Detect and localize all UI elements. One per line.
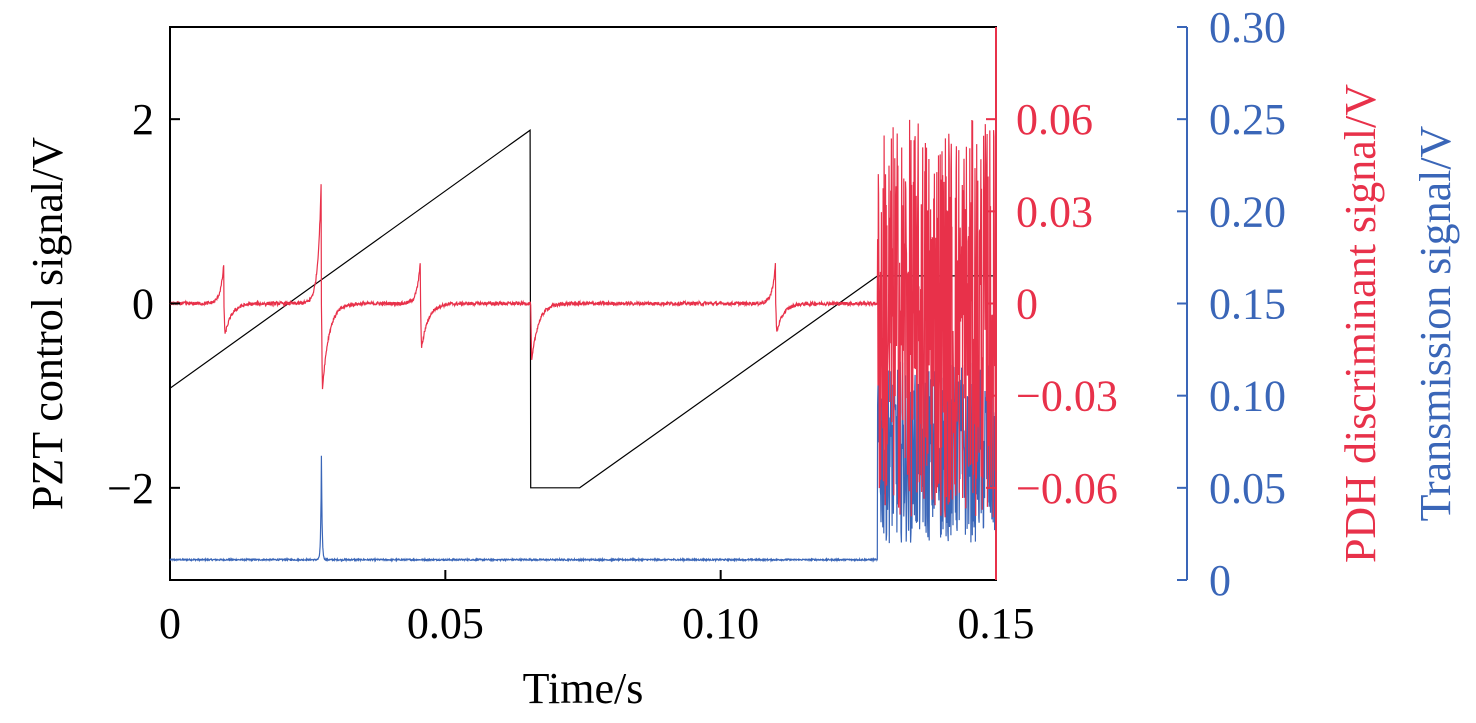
y-left-tick-label: 2 — [132, 95, 154, 144]
y-left-tick-label: 0 — [132, 280, 154, 329]
series-pzt-line — [169, 129, 996, 489]
y-pdh-tick-label: −0.06 — [1016, 464, 1118, 513]
x-tick-label: 0 — [159, 599, 181, 648]
series-transmission-line — [169, 358, 997, 563]
y-pdh-tick-label: 0.03 — [1016, 187, 1093, 236]
y-transmission-tick-label: 0.15 — [1209, 280, 1286, 329]
y-axis-label-transmission: Transmission signal/V — [1411, 125, 1460, 521]
y-transmission-tick-label: 0.10 — [1209, 372, 1286, 421]
y-pdh-tick-label: −0.03 — [1016, 372, 1118, 421]
x-axis-label: Time/s — [523, 664, 644, 713]
series-pdh-line — [169, 119, 997, 518]
y-transmission-tick-label: 0.20 — [1209, 187, 1286, 236]
plot-area — [169, 26, 997, 581]
y-transmission-tick-label: 0.25 — [1209, 95, 1286, 144]
y-transmission-tick-label: 0.05 — [1209, 464, 1286, 513]
y-transmission-tick-label: 0.30 — [1209, 3, 1286, 52]
x-tick-label: 0.05 — [407, 599, 484, 648]
y-pdh-tick-label: 0 — [1016, 280, 1038, 329]
y-left-tick-label: −2 — [107, 464, 154, 513]
y-axis-label-pdh: PDH discriminant signal/V — [1336, 84, 1385, 563]
axes-layer: 0 0.05 0.10 0.15 2 0 −2 0.06 0.03 0 −0.03 −0.06 0 0.0… — [107, 3, 1286, 648]
x-tick-label: 0.10 — [682, 599, 759, 648]
x-tick-label: 0.15 — [958, 599, 1035, 648]
y-pdh-tick-label: 0.06 — [1016, 95, 1093, 144]
series-layer — [169, 119, 997, 563]
y-axis-label-left: PZT control signal/V — [23, 137, 72, 510]
y-transmission-tick-label: 0 — [1209, 556, 1231, 605]
